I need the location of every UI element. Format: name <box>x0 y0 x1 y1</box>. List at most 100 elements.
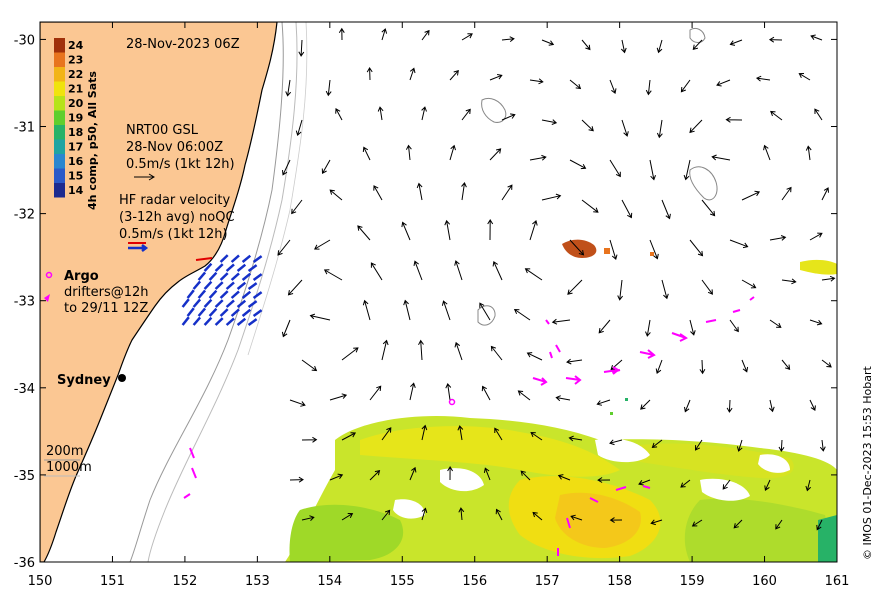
current-vector <box>775 519 783 530</box>
radar-vector <box>208 289 218 299</box>
x-axis: 150 151 152 153 154 155 156 157 158 159 160 161 <box>28 22 849 589</box>
current-vector <box>781 186 792 201</box>
current-vector <box>768 36 783 43</box>
drifter-track <box>565 377 581 381</box>
drifter-track <box>566 517 571 529</box>
current-vector <box>736 439 743 452</box>
current-vector <box>357 225 371 241</box>
radar-vector <box>208 307 218 317</box>
y-tick-label: -35 <box>14 469 35 484</box>
current-vector <box>649 159 656 181</box>
current-vector <box>416 182 423 201</box>
radar-vector <box>197 271 207 281</box>
current-vector <box>620 39 627 54</box>
current-vector <box>329 189 343 201</box>
current-vector <box>489 148 502 161</box>
current-vector <box>810 34 823 41</box>
radar-vector <box>241 290 252 299</box>
radar-vector <box>230 308 240 317</box>
drifter-track <box>732 309 741 313</box>
current-vector <box>295 119 303 136</box>
colorbar-tick-label: 17 <box>68 141 83 154</box>
drifter-track <box>589 497 599 503</box>
sst-pixel <box>625 398 628 401</box>
current-vector <box>567 279 583 295</box>
radar-vector <box>186 289 195 299</box>
current-vector <box>532 511 543 521</box>
current-vector <box>805 145 812 161</box>
radar-vector <box>197 289 207 299</box>
current-vector <box>651 439 663 448</box>
colorbar-swatch <box>54 67 65 82</box>
current-vector <box>645 319 651 337</box>
sst-cloud-gaps <box>393 438 790 519</box>
drifter-track <box>615 486 627 491</box>
current-vector <box>555 395 571 402</box>
radar-vector <box>236 263 247 272</box>
y-tick-label: -30 <box>14 33 35 48</box>
current-vector <box>454 341 463 361</box>
current-vector <box>281 319 291 338</box>
current-vector <box>338 27 345 41</box>
current-vector <box>529 78 544 85</box>
y-tick-label: -31 <box>14 121 35 136</box>
current-vector <box>285 79 292 97</box>
current-vector <box>501 36 515 42</box>
current-vector <box>492 260 503 281</box>
current-vector <box>729 39 743 46</box>
current-vector <box>763 144 771 161</box>
current-vector <box>809 232 823 241</box>
current-vector <box>487 219 494 241</box>
city-label: Sydney <box>57 373 111 388</box>
radar-vector <box>203 262 213 272</box>
argo-float <box>448 398 456 406</box>
current-vector <box>638 479 651 486</box>
drifter-tracks <box>183 296 755 556</box>
hf-radar-site <box>195 257 213 261</box>
current-vector <box>689 319 696 336</box>
x-tick-label: 158 <box>607 574 632 589</box>
current-vector <box>699 359 706 375</box>
radar-vector <box>219 272 229 281</box>
radar-vector <box>203 280 213 290</box>
current-vector <box>683 159 691 181</box>
current-vector <box>778 439 785 453</box>
current-vector <box>691 519 703 527</box>
current-vector <box>401 221 411 241</box>
isobath-legend-1000m: 1000m <box>46 460 92 475</box>
radar-vector <box>192 280 202 290</box>
current-vector <box>289 476 304 483</box>
current-vector <box>694 439 703 451</box>
x-tick-label: 156 <box>462 574 487 589</box>
radar-vector <box>203 298 213 308</box>
current-vector <box>530 431 543 441</box>
current-vector <box>501 184 513 201</box>
current-vector <box>495 508 503 521</box>
current-vector <box>454 260 463 281</box>
current-vector <box>814 108 823 121</box>
radar-vector <box>236 281 247 290</box>
current-vector <box>341 432 357 441</box>
current-vector <box>656 119 663 139</box>
current-vector <box>701 199 716 217</box>
current-vector <box>570 514 583 521</box>
drifter-legend-line1: drifters@12h <box>64 285 149 300</box>
colorbar-swatch <box>54 52 65 67</box>
radar-vector <box>252 273 263 282</box>
current-vector <box>362 299 371 321</box>
current-vector <box>680 79 691 93</box>
current-vector <box>551 318 571 325</box>
radar-vector <box>230 254 240 263</box>
x-tick-label: 150 <box>28 574 53 589</box>
current-vector <box>768 399 775 413</box>
drifter-track <box>183 493 191 499</box>
current-vector <box>321 159 331 175</box>
current-vector <box>461 181 467 201</box>
current-vector <box>529 154 547 161</box>
gsl-legend-line3: 0.5m/s (1kt 12h) <box>126 157 235 172</box>
current-vector <box>541 119 558 125</box>
current-vector <box>298 39 305 57</box>
radar-vector <box>219 308 229 317</box>
current-vector <box>716 79 731 87</box>
